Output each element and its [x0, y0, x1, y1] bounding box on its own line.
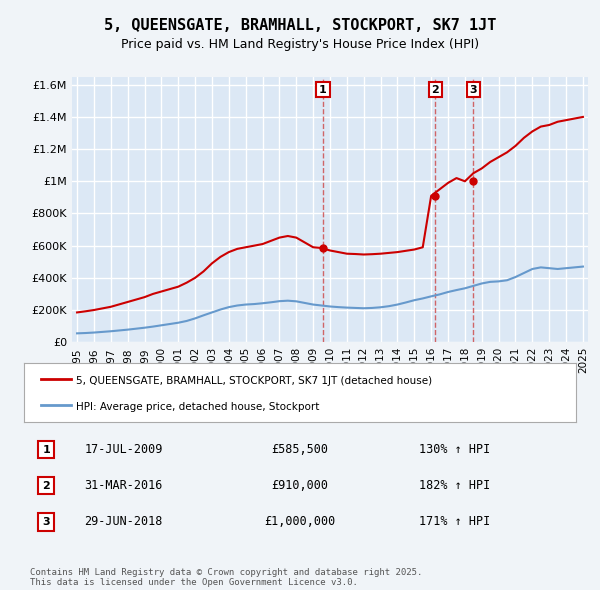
- Text: 29-JUN-2018: 29-JUN-2018: [84, 515, 163, 528]
- Text: £585,500: £585,500: [271, 443, 329, 456]
- Text: 17-JUL-2009: 17-JUL-2009: [84, 443, 163, 456]
- Text: 1: 1: [319, 84, 327, 94]
- Text: 171% ↑ HPI: 171% ↑ HPI: [419, 515, 490, 528]
- Text: 3: 3: [42, 517, 50, 527]
- Text: 182% ↑ HPI: 182% ↑ HPI: [419, 479, 490, 492]
- Text: £1,000,000: £1,000,000: [265, 515, 335, 528]
- Text: HPI: Average price, detached house, Stockport: HPI: Average price, detached house, Stoc…: [76, 402, 320, 411]
- Text: Contains HM Land Registry data © Crown copyright and database right 2025.
This d: Contains HM Land Registry data © Crown c…: [30, 568, 422, 587]
- Text: 3: 3: [470, 84, 477, 94]
- Text: 130% ↑ HPI: 130% ↑ HPI: [419, 443, 490, 456]
- Text: 31-MAR-2016: 31-MAR-2016: [84, 479, 163, 492]
- Text: £910,000: £910,000: [271, 479, 329, 492]
- Text: 2: 2: [42, 481, 50, 491]
- Text: 1: 1: [42, 445, 50, 454]
- Text: 5, QUEENSGATE, BRAMHALL, STOCKPORT, SK7 1JT (detached house): 5, QUEENSGATE, BRAMHALL, STOCKPORT, SK7 …: [76, 376, 433, 385]
- Text: 2: 2: [431, 84, 439, 94]
- Text: Price paid vs. HM Land Registry's House Price Index (HPI): Price paid vs. HM Land Registry's House …: [121, 38, 479, 51]
- Text: 5, QUEENSGATE, BRAMHALL, STOCKPORT, SK7 1JT: 5, QUEENSGATE, BRAMHALL, STOCKPORT, SK7 …: [104, 18, 496, 32]
